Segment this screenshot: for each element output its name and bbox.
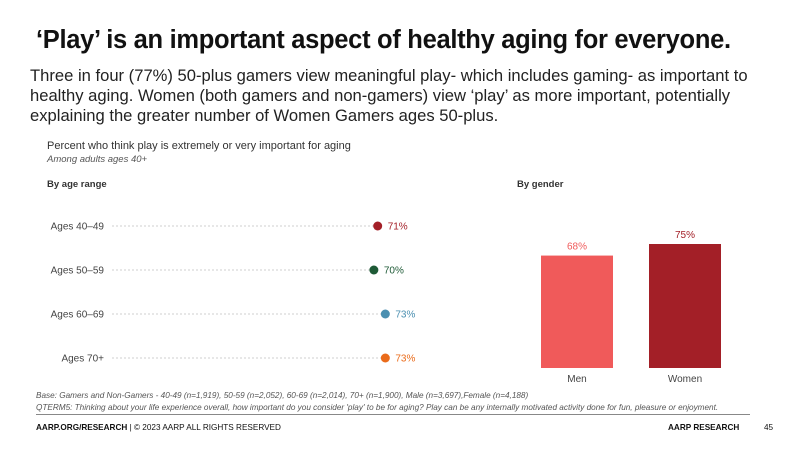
- question-note: QTERM5: Thinking about your life experie…: [36, 403, 719, 412]
- footer-divider: [36, 414, 750, 415]
- age-category-label: Ages 60–69: [51, 310, 105, 321]
- slide-subtitle: Three in four (77%) 50-plus gamers view …: [30, 66, 748, 125]
- age-value-label: 73%: [395, 310, 415, 321]
- gender-value-label: 68%: [567, 242, 587, 253]
- age-dot-chart: Ages 40–49 71% Ages 50–59 70% Ages 60–69 73% A…: [51, 221, 415, 365]
- gender-bar: [649, 244, 721, 368]
- chart-subtitle: Among adults ages 40+: [47, 154, 148, 165]
- age-dot: [369, 265, 379, 275]
- gender-category-label: Women: [668, 374, 702, 385]
- age-category-label: Ages 50–59: [51, 266, 105, 277]
- age-category-label: Ages 40–49: [51, 222, 105, 233]
- footer-brand: AARP RESEARCH: [668, 423, 740, 432]
- footer-site-link[interactable]: AARP.ORG/RESEARCH: [36, 423, 128, 432]
- age-value-label: 71%: [388, 222, 408, 233]
- age-dot: [380, 309, 390, 319]
- base-note: Base: Gamers and Non-Gamers - 40-49 (n=1…: [36, 391, 529, 400]
- age-value-label: 73%: [395, 354, 415, 365]
- age-category-label: Ages 70+: [61, 354, 104, 365]
- gender-category-label: Men: [567, 374, 586, 385]
- chart-title: Percent who think play is extremely or v…: [47, 140, 351, 152]
- age-value-label: 70%: [384, 266, 404, 277]
- age-panel-title: By age range: [47, 179, 107, 190]
- page-number: 45: [764, 423, 774, 432]
- footer-copyright: AARP.ORG/RESEARCH | © 2023 AARP ALL RIGH…: [36, 423, 281, 432]
- gender-panel-title: By gender: [517, 179, 564, 190]
- slide-title: ‘Play’ is an important aspect of healthy…: [36, 26, 731, 54]
- gender-bar: [541, 255, 613, 368]
- gender-value-label: 75%: [675, 230, 695, 241]
- footer-rights: | © 2023 AARP ALL RIGHTS RESERVED: [127, 423, 281, 432]
- age-dot: [380, 353, 390, 363]
- gender-bar-chart: 68% Men 75% Women: [541, 230, 721, 385]
- age-dot: [373, 221, 383, 231]
